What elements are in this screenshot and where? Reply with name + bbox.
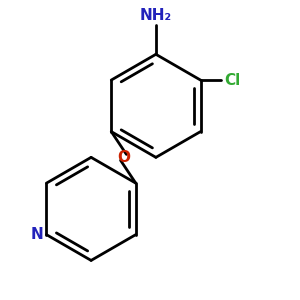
Text: Cl: Cl <box>224 73 240 88</box>
Text: NH₂: NH₂ <box>140 8 172 23</box>
Text: N: N <box>31 227 44 242</box>
Text: O: O <box>117 150 130 165</box>
